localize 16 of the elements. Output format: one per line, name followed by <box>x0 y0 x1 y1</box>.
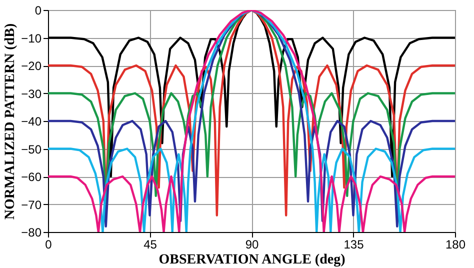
y-tick-label: −30 <box>21 86 42 101</box>
y-tick-label: −70 <box>21 198 42 212</box>
x-tick-label: 90 <box>245 238 259 252</box>
y-tick-label: −80 <box>21 226 42 240</box>
x-tick-label: 45 <box>144 238 158 252</box>
x-tick-label: 135 <box>344 238 364 252</box>
y-tick-label: 0 <box>34 4 42 18</box>
y-tick-label: −50 <box>21 142 42 156</box>
y-tick-label: −60 <box>21 170 42 184</box>
y-tick-label: −10 <box>21 31 42 46</box>
y-tick-label: −20 <box>21 59 42 73</box>
x-tick-label: 180 <box>445 238 466 252</box>
x-axis-title: OBSERVATION ANGLE (deg) <box>158 252 346 268</box>
y-axis-title: NORMALIZED PATTERN (dB) <box>3 23 18 220</box>
y-tick-label: −40 <box>21 114 42 128</box>
x-tick-label: 0 <box>45 238 52 252</box>
